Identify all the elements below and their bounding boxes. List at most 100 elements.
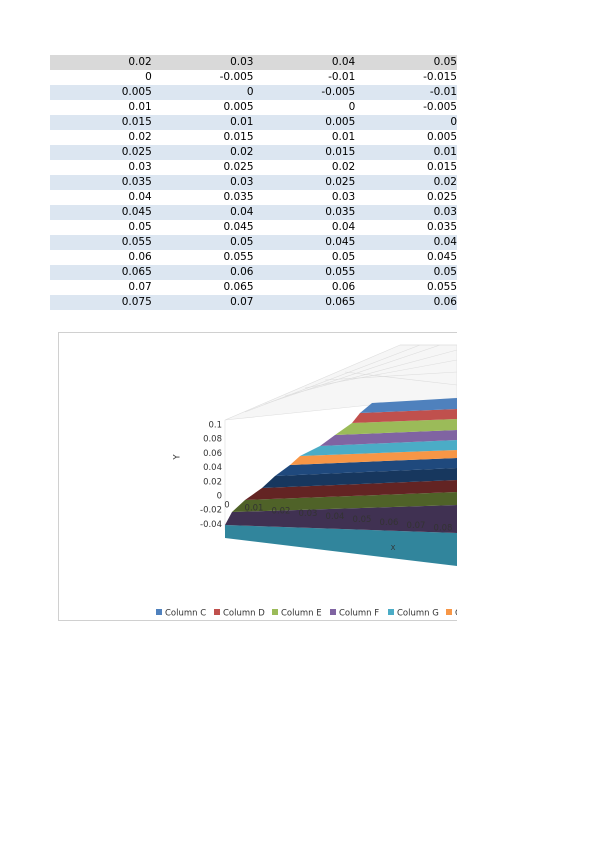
y-tick-label: 0.06 [203,449,222,459]
legend-label: Column D [223,609,265,619]
cell: 0.07 [128,281,152,293]
cell: 0.04 [433,236,457,248]
cell: 0.015 [325,146,356,158]
cell: 0.025 [121,146,152,158]
cell: 0.025 [426,191,457,203]
table-row: 0.04 0.035 0.03 0.025 [50,190,457,205]
cell: 0.01 [128,101,152,113]
cell: 0.05 [331,251,356,263]
table-row: 0.075 0.07 0.065 0.06 [50,295,457,310]
header-row: 0.02 0.03 0.04 0.05 [50,55,457,70]
legend-label: Column E [281,609,322,619]
cell: 0.055 [121,236,152,248]
legend-label: Column F [339,609,379,619]
table-row: 0.005 0 -0.005 -0.01 [50,85,457,100]
cell: -0.005 [423,101,457,113]
legend-swatch [330,609,336,615]
cell: 0.06 [331,281,356,293]
x-axis-label: X [391,544,396,552]
cell: 0.05 [433,266,457,278]
table-row: 0.015 0.01 0.005 0 [50,115,457,130]
cell: 0.035 [223,191,254,203]
y-tick-label: 0.08 [203,435,222,445]
cell: 0.025 [223,161,254,173]
x-tick-label: 0.03 [299,509,318,519]
cell: 0.065 [325,296,356,308]
cell: 0.01 [230,116,254,128]
legend-swatch [272,609,278,615]
chart: 0.10.080.060.040.020-0.02-0.040 0.01 0.02 0… [58,332,457,621]
cell: -0.01 [328,71,356,83]
legend-swatch [156,609,162,615]
table-row: 0.035 0.03 0.025 0.02 [50,175,457,190]
table-row: 0.01 0.005 0 -0.005 [50,100,457,115]
cell: 0.045 [223,221,254,233]
y-tick-label: 0.1 [208,421,222,431]
cell: 0 [246,86,254,98]
cell: 0.065 [223,281,254,293]
cell: 0.06 [433,296,457,308]
x-tick-label: 0.02 [272,506,291,516]
cell: 0.045 [426,251,457,263]
cell: 0.015 [426,161,457,173]
y-tick-label: 0 [217,492,222,502]
cell: -0.005 [219,71,254,83]
legend-swatch [388,609,394,615]
y-tick-label: 0.02 [203,477,222,487]
back-walls [224,344,457,530]
cell: 0.055 [325,266,356,278]
cell: 0.035 [121,176,152,188]
y-tick-label: -0.04 [200,520,222,530]
cell: -0.005 [321,86,356,98]
cell: 0.045 [121,206,152,218]
cell: 0.005 [223,101,254,113]
x-tick-label: 0.06 [380,518,399,528]
cell: 0.015 [223,131,254,143]
cell: 0 [348,101,356,113]
x-tick-label: 0.08 [434,524,453,534]
cell: -0.015 [423,71,457,83]
table-row: 0 -0.005 -0.01 -0.015 [50,70,457,85]
table-row: 0.06 0.055 0.05 0.045 [50,250,457,265]
cell: 0.035 [325,206,356,218]
cell: 0.055 [223,251,254,263]
y-tick-label: -0.02 [200,506,222,516]
cell: 0.05 [433,56,457,68]
cell: 0.01 [331,131,356,143]
cell: 0.06 [128,251,152,263]
cell: -0.01 [429,86,457,98]
cell: 0.05 [128,221,152,233]
cell: 0.06 [230,266,254,278]
x-tick-label: 0.04 [326,512,345,522]
table-row: 0.02 0.015 0.01 0.005 [50,130,457,145]
cell: 0.03 [128,161,152,173]
table-row: 0.025 0.02 0.015 0.01 [50,145,457,160]
cell: 0.075 [121,296,152,308]
legend-label: C [455,609,457,619]
y-axis-label: Y [173,454,183,461]
table-row: 0.07 0.065 0.06 0.055 [50,280,457,295]
cell: 0.02 [128,56,152,68]
cell: 0.03 [230,176,254,188]
cell: 0.02 [331,161,356,173]
cell: 0.055 [426,281,457,293]
y-tick-label: 0.04 [203,463,222,473]
cell: 0.04 [331,221,356,233]
cell: 0.01 [433,146,457,158]
x-tick-label: 0.01 [245,503,264,513]
cell: 0.065 [121,266,152,278]
cell: 0.04 [331,56,356,68]
cell: 0.03 [230,56,254,68]
cell: 0.07 [230,296,254,308]
cell: 0.03 [331,191,356,203]
legend-label: Column C [165,609,206,619]
table-row: 0.03 0.025 0.02 0.015 [50,160,457,175]
table-row: 0.045 0.04 0.035 0.03 [50,205,457,220]
cell: 0 [145,71,152,83]
cell: 0.03 [433,206,457,218]
cell: 0.005 [426,131,457,143]
surface [225,398,457,566]
x-tick-label: 0 [224,501,229,511]
table-row: 0.065 0.06 0.055 0.05 [50,265,457,280]
data-table: 0.02 0.03 0.04 0.05 0 -0.005 -0.01 -0.015 0.005 0… [50,55,457,310]
